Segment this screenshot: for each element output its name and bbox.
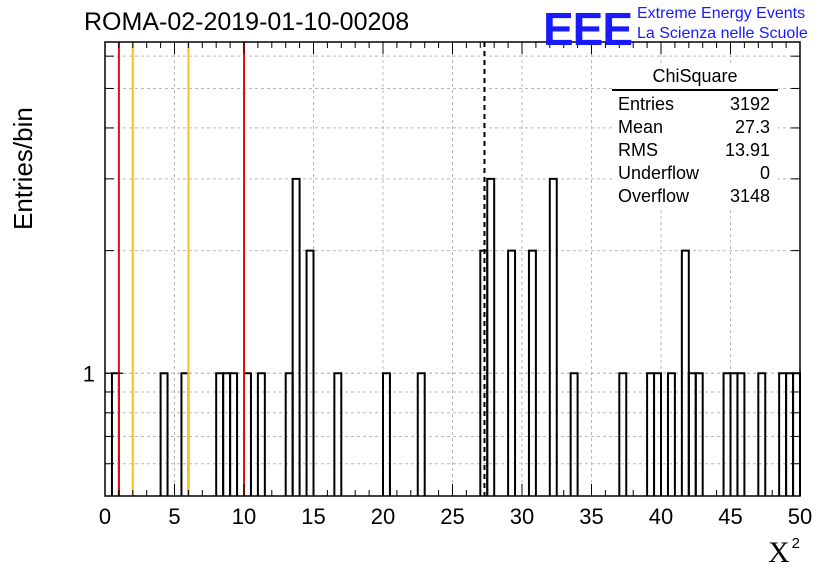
histogram-bin bbox=[548, 177, 558, 496]
x-tick-label: 20 bbox=[371, 504, 395, 529]
stats-box: ChiSquare Entries 3192 Mean 27.3 RMS 13.… bbox=[612, 66, 778, 208]
logo-line-1: Extreme Energy Events bbox=[637, 5, 806, 22]
histogram-bin bbox=[333, 372, 343, 496]
x-tick-label: 45 bbox=[718, 504, 742, 529]
y-tick-label: 1 bbox=[83, 361, 95, 386]
histogram-bin bbox=[159, 372, 169, 496]
histogram-bin bbox=[256, 372, 266, 496]
x-tick-label: 50 bbox=[788, 504, 812, 529]
x-axis-label-superscript: 2 bbox=[791, 535, 801, 552]
stats-title: ChiSquare bbox=[612, 66, 778, 91]
x-tick-label: 0 bbox=[99, 504, 111, 529]
logo-line-2: La Scienza nelle Scuole bbox=[637, 25, 808, 42]
stats-label: Entries bbox=[618, 94, 675, 114]
stats-value: 13.91 bbox=[724, 140, 770, 160]
histogram-bin bbox=[569, 372, 579, 496]
histogram-bin bbox=[694, 372, 704, 496]
histogram-bin bbox=[305, 249, 315, 496]
stats-label: RMS bbox=[618, 140, 658, 160]
histogram-bin bbox=[382, 372, 391, 496]
histogram-bin bbox=[736, 372, 746, 496]
stats-value: 3148 bbox=[729, 186, 770, 206]
x-tick-label: 35 bbox=[579, 504, 603, 529]
x-tick-label: 30 bbox=[510, 504, 534, 529]
stats-value: 27.3 bbox=[734, 117, 770, 137]
histogram-bin bbox=[618, 372, 628, 496]
stats-label: Underflow bbox=[618, 163, 700, 183]
stats-row-rms: RMS 13.91 bbox=[612, 139, 778, 162]
histogram-bin bbox=[666, 372, 676, 496]
stats-value: 3192 bbox=[729, 94, 770, 114]
histogram-bin bbox=[507, 249, 517, 496]
histogram-bin bbox=[229, 372, 239, 496]
stats-value: 0 bbox=[759, 163, 770, 183]
x-axis-label-text: X bbox=[768, 536, 790, 569]
histogram-bin bbox=[291, 177, 301, 496]
histogram-bin bbox=[527, 249, 537, 496]
run-title: ROMA-02-2019-01-10-00208 bbox=[84, 8, 410, 36]
histogram-bin bbox=[757, 372, 767, 496]
histogram-bin bbox=[486, 177, 496, 496]
eee-logo: EEE bbox=[543, 3, 633, 55]
x-tick-label: 15 bbox=[301, 504, 325, 529]
y-axis-label: Entries/bin bbox=[8, 107, 38, 230]
stats-label: Mean bbox=[618, 117, 664, 137]
x-tick-label: 10 bbox=[232, 504, 256, 529]
histogram-bin bbox=[416, 372, 426, 496]
stats-label: Overflow bbox=[618, 186, 690, 206]
x-tick-label: 40 bbox=[649, 504, 673, 529]
stats-row-mean: Mean 27.3 bbox=[612, 116, 778, 139]
stats-row-underflow: Underflow 0 bbox=[612, 162, 778, 185]
histogram-bin bbox=[653, 372, 662, 496]
stats-row-overflow: Overflow 3148 bbox=[612, 185, 778, 208]
stats-row-entries: Entries 3192 bbox=[612, 93, 778, 116]
x-tick-label: 5 bbox=[168, 504, 180, 529]
x-tick-label: 25 bbox=[440, 504, 464, 529]
